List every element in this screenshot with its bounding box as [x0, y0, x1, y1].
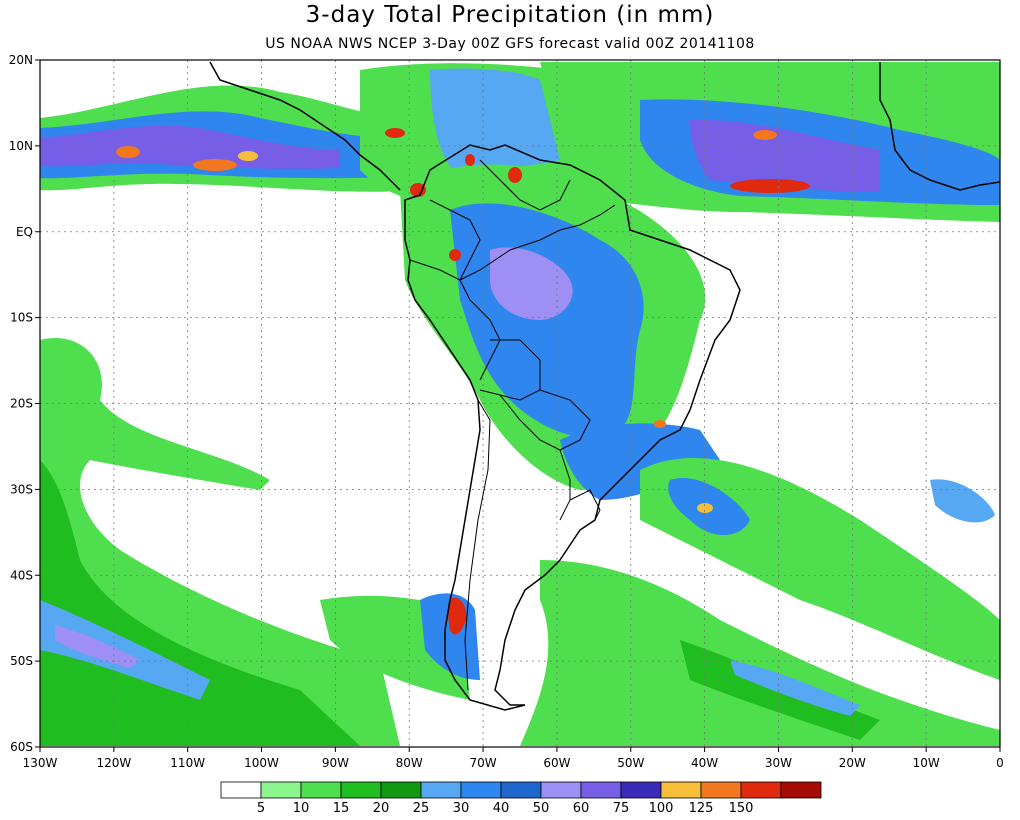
- colorbar-label: 40: [493, 801, 510, 816]
- itcz-max-3: [238, 151, 258, 161]
- colorbar-swatch: [660, 781, 702, 799]
- colorbar-label: 10: [293, 801, 310, 816]
- south-pacific-rain-dark: [40, 460, 360, 746]
- lon-label: 60W: [543, 756, 570, 770]
- lon-label: 80W: [396, 756, 423, 770]
- lon-label: 70W: [470, 756, 497, 770]
- south-atlantic-rain-blue: [730, 660, 860, 716]
- colorbar-label: 30: [453, 801, 470, 816]
- chile-coast-max: [448, 597, 467, 635]
- lon-label: 110W: [170, 756, 205, 770]
- colorbar-label: 150: [729, 801, 754, 816]
- border-venezuela: [479, 159, 571, 211]
- colorbar-swatch: [620, 781, 662, 799]
- border-paraguay: [539, 389, 591, 451]
- lon-label: 10W: [913, 756, 940, 770]
- colombia-max-3: [508, 167, 522, 183]
- lon-label: 20W: [839, 756, 866, 770]
- colorbar-label: 50: [533, 801, 550, 816]
- amazon-rain-purple: [490, 247, 573, 320]
- lat-label: EQ: [16, 225, 33, 239]
- colombia-max-4: [465, 154, 475, 166]
- precipitation-fields: [40, 62, 1000, 746]
- colorbar-swatch: [260, 781, 302, 799]
- frontal-max: [697, 503, 713, 513]
- map-title: 3-day Total Precipitation (in mm): [305, 2, 715, 28]
- south-pacific-rain-purple: [55, 625, 140, 668]
- colorbar-swatch: [220, 781, 262, 799]
- map-subtitle: US NOAA NWS NCEP 3-Day 00Z GFS forecast …: [265, 36, 755, 52]
- atlantic-max: [730, 179, 810, 193]
- colorbar-swatch: [740, 781, 782, 799]
- lon-label: 40W: [691, 756, 718, 770]
- border-peru: [409, 259, 501, 381]
- colorbar-swatch: [580, 781, 622, 799]
- lat-label: 10N: [9, 139, 33, 153]
- country-borders: [409, 159, 616, 691]
- lat-label: 10S: [10, 311, 33, 325]
- caribbean-max: [385, 128, 405, 138]
- lat-label: 50S: [10, 654, 33, 668]
- border-uruguay: [569, 489, 601, 521]
- atlantic-max-2: [753, 130, 777, 140]
- colorbar-swatch: [380, 781, 422, 799]
- lon-label: 130W: [23, 756, 58, 770]
- south-pacific-rain-blue: [40, 600, 210, 700]
- brazil-max: [654, 420, 666, 428]
- lat-label: 40S: [10, 568, 33, 582]
- border-brazil-west: [459, 204, 616, 281]
- colorbar-label: 75: [613, 801, 630, 816]
- map-gridlines: [40, 60, 1000, 747]
- itcz-band-pacific-purple: [40, 125, 340, 169]
- central-america-coast: [209, 61, 401, 191]
- colorbar-label: 100: [649, 801, 674, 816]
- south-america-coast: [404, 144, 741, 711]
- lon-label: 100W: [244, 756, 279, 770]
- lat-label: 60S: [10, 740, 33, 754]
- coastlines: [209, 61, 1001, 711]
- lon-label: 90W: [322, 756, 349, 770]
- lon-label: 30W: [765, 756, 792, 770]
- itcz-band-atlantic-purple: [690, 119, 880, 192]
- colorbar-label: 25: [413, 801, 430, 816]
- plot-frame: [39, 59, 1001, 748]
- colorbar-swatch: [420, 781, 462, 799]
- south-atlantic-rain: [520, 560, 1000, 746]
- colombia-max-1: [410, 183, 426, 197]
- colorbar-swatch: [340, 781, 382, 799]
- colorbar-label: 5: [257, 801, 265, 816]
- itcz-max-1: [116, 146, 140, 158]
- lat-label: 20N: [9, 53, 33, 67]
- colorbar-swatch: [300, 781, 342, 799]
- lon-label: 50W: [617, 756, 644, 770]
- colorbar-label: 60: [573, 801, 590, 816]
- colorbar-swatch: [460, 781, 502, 799]
- colorbar-label: 20: [373, 801, 390, 816]
- south-brazil-rain: [560, 423, 720, 500]
- lon-label: 120W: [96, 756, 131, 770]
- colombia-max-2: [449, 249, 461, 261]
- colorbar: 5 10 15 20 25 30 40 50 60 75 100 125 150: [220, 781, 822, 816]
- colorbar-swatch: [700, 781, 742, 799]
- colorbar-swatch: [780, 781, 822, 799]
- border-chile: [464, 399, 491, 691]
- colorbar-label: 125: [689, 801, 714, 816]
- africa-coast: [879, 62, 1001, 191]
- lat-label: 30S: [10, 482, 33, 496]
- colorbar-swatch: [540, 781, 582, 799]
- itcz-max-2: [193, 159, 237, 171]
- lon-label: 0: [996, 756, 1004, 770]
- lat-label: 20S: [10, 397, 33, 411]
- border-colombia: [429, 199, 481, 281]
- colorbar-swatch: [500, 781, 542, 799]
- colorbar-label: 15: [333, 801, 350, 816]
- caribbean-rain-blue: [430, 68, 560, 175]
- frontal-rain-east: [930, 479, 995, 523]
